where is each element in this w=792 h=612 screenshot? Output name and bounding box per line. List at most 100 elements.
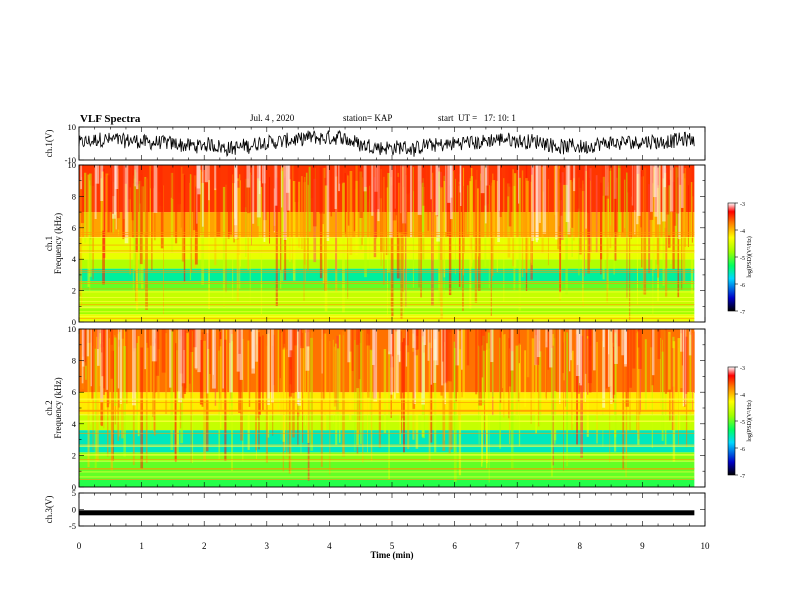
spectrogram-streak — [332, 339, 334, 424]
spectrogram-streak — [455, 329, 460, 366]
spectrogram-streak — [553, 165, 557, 216]
spectrogram-streak — [412, 167, 414, 288]
spectrogram-streak — [568, 329, 571, 372]
spectrogram-streak — [656, 165, 661, 225]
colorbar-ch2 — [727, 366, 736, 476]
spectrogram-line — [79, 306, 695, 308]
spectrogram-streak — [303, 182, 305, 301]
spectrogram-streak — [192, 329, 197, 348]
spectrogram-streak — [366, 329, 371, 346]
spectrogram-streak — [637, 331, 640, 446]
spectrogram-streak — [192, 331, 194, 464]
spectrogram-streak — [680, 333, 683, 389]
spectrogram-streak — [97, 329, 99, 349]
spectrogram-streak — [214, 165, 217, 191]
spectrogram-streak — [513, 173, 517, 268]
spectrogram-streak — [657, 329, 661, 360]
spectrogram-streak — [565, 341, 567, 407]
spectrogram-streak — [274, 165, 278, 206]
spectrogram-streak — [286, 349, 288, 457]
spectrogram-streak — [584, 329, 587, 374]
spectrogram-streak — [338, 165, 343, 184]
spectrogram-streak — [154, 185, 156, 241]
spectrogram-streak — [624, 179, 626, 229]
spectrogram-streak — [487, 332, 490, 400]
spectrogram-streak — [443, 180, 446, 278]
spectrogram-streak — [643, 167, 647, 295]
colorbar-tick-label: -5 — [740, 256, 745, 262]
spectrogram-streak — [372, 329, 375, 365]
spectrogram-streak — [639, 351, 641, 415]
colorbar-tick-label: -6 — [740, 283, 745, 289]
spectrogram-streak — [578, 188, 582, 255]
spectrogram-streak — [536, 329, 541, 358]
spectrogram-streak — [229, 329, 233, 393]
spectrogram-streak — [239, 329, 243, 380]
start-time-label: start UT = 17: 10: 1 — [438, 113, 516, 123]
spectrogram-streak — [183, 174, 186, 282]
spectrogram-streak — [110, 344, 114, 471]
spectrogram-streak — [136, 343, 138, 416]
spectrogram-streak — [428, 342, 431, 461]
spectrogram-streak — [399, 342, 402, 400]
spectrogram-streak — [588, 329, 592, 393]
spectrogram-streak — [570, 329, 573, 361]
spectrogram-streak — [208, 165, 210, 201]
spectrogram-streak — [131, 165, 134, 221]
spectrogram-streak — [694, 331, 695, 393]
spectrogram-line — [79, 283, 695, 285]
spectrogram-streak — [562, 184, 566, 237]
spectrogram-streak — [80, 165, 84, 224]
spectrogram-streak — [642, 176, 644, 295]
spectrogram-streak — [402, 167, 404, 293]
spectrogram-streak — [492, 180, 496, 245]
spectrogram-line — [79, 311, 695, 313]
spectrogram-streak — [405, 329, 408, 367]
spectrogram-streak — [369, 185, 371, 269]
spectrogram-streak — [488, 185, 490, 289]
spectrogram-streak — [580, 335, 583, 458]
spectrogram-streak — [289, 329, 293, 351]
y-tick-label: 0 — [72, 482, 76, 492]
spectrogram-streak — [680, 329, 684, 352]
spectrogram-streak — [265, 345, 269, 463]
spectrogram-streak — [482, 335, 485, 405]
spectrogram-streak — [482, 329, 486, 351]
spectrogram-streak — [571, 165, 574, 228]
spectrogram-streak — [427, 329, 430, 361]
spectrogram-streak — [637, 165, 641, 216]
spectrogram-line — [79, 420, 695, 422]
spectrogram-streak — [338, 334, 341, 443]
spectrogram-line — [79, 398, 695, 400]
spectrogram-streak — [190, 174, 193, 273]
spectrogram-streak — [672, 341, 676, 462]
spectrogram-streak — [103, 329, 106, 395]
spectrogram-streak — [247, 165, 251, 214]
spectrogram-streak — [238, 349, 241, 413]
spectrogram-streak — [101, 329, 104, 377]
spectrogram-streak — [298, 329, 301, 392]
spectrogram-streak — [258, 180, 261, 258]
spectrogram-streak — [602, 176, 605, 280]
spectrogram-streak — [621, 329, 624, 356]
spectrogram-streak — [181, 173, 185, 262]
spectrogram-streak — [547, 179, 549, 266]
spectrogram-streak — [508, 329, 512, 387]
spectrogram-streak — [305, 172, 308, 240]
spectrogram-streak — [231, 341, 233, 471]
spectrogram-streak — [79, 180, 81, 297]
spectrogram-streak — [502, 330, 504, 389]
spectrogram-streak — [477, 188, 479, 257]
spectrogram-streak — [359, 330, 362, 444]
spectrogram-streak — [401, 342, 404, 393]
spectrogram-streak — [281, 165, 283, 208]
spectrogram-streak — [666, 165, 670, 215]
spectrogram-streak — [578, 329, 581, 384]
spectrogram-streak — [430, 165, 432, 200]
spectrogram-streak — [518, 344, 521, 393]
spectrogram-streak — [178, 165, 181, 193]
spectrogram-streak — [689, 334, 692, 425]
spectrogram-streak — [336, 348, 340, 415]
spectrogram-streak — [545, 329, 548, 348]
spectrogram-streak — [560, 165, 563, 216]
